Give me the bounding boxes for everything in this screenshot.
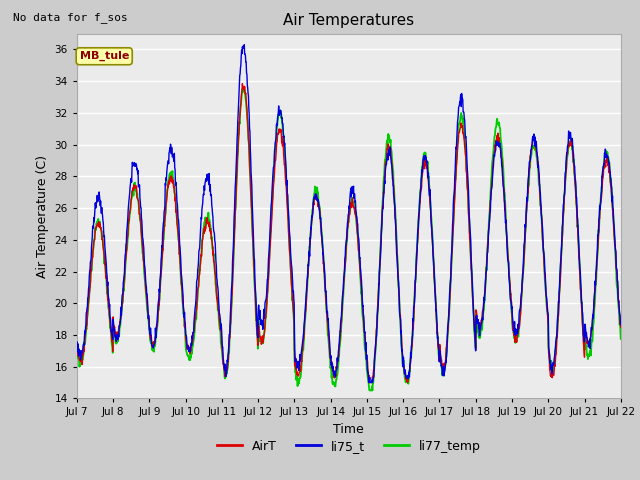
Title: Air Temperatures: Air Temperatures <box>284 13 414 28</box>
Text: MB_tule: MB_tule <box>79 51 129 61</box>
Y-axis label: Air Temperature (C): Air Temperature (C) <box>36 155 49 277</box>
Legend: AirT, li75_t, li77_temp: AirT, li75_t, li77_temp <box>212 435 486 458</box>
Text: No data for f_sos: No data for f_sos <box>13 12 127 23</box>
X-axis label: Time: Time <box>333 423 364 436</box>
